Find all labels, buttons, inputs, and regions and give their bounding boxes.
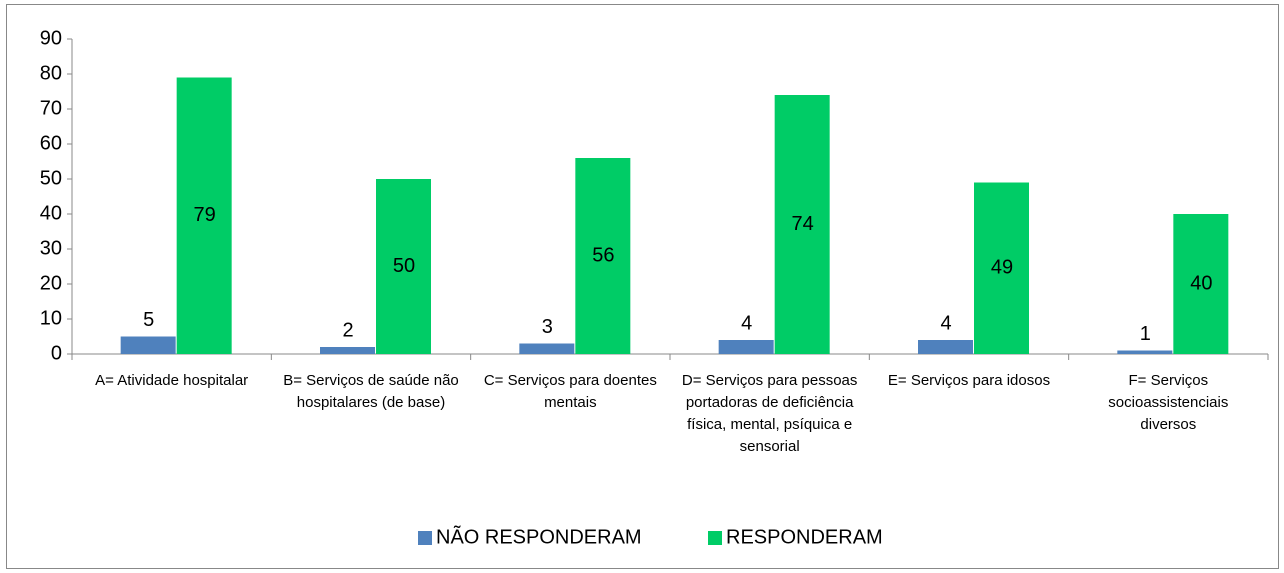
legend-swatch	[708, 531, 722, 545]
y-tick-label: 80	[40, 62, 62, 84]
y-tick-label: 60	[40, 132, 62, 154]
x-tick-label: F= Serviços socioassistenciais diversos	[1108, 372, 1229, 433]
data-label: 4	[741, 312, 752, 334]
y-tick-label: 50	[40, 167, 62, 189]
y-tick-label: 20	[40, 272, 62, 294]
data-label: 56	[592, 244, 614, 266]
bar	[120, 336, 176, 354]
y-tick-label: 90	[40, 27, 62, 49]
data-label: 50	[393, 255, 415, 277]
data-label: 79	[194, 204, 216, 226]
x-tick-label: B= Serviços de saúde não hospitalares (d…	[283, 372, 459, 411]
legend-label: RESPONDERAM	[726, 526, 883, 548]
bar	[718, 340, 774, 354]
bar	[974, 182, 1029, 354]
data-label: 49	[991, 257, 1013, 279]
bar	[774, 95, 830, 354]
bar	[1173, 214, 1229, 354]
data-label: 74	[792, 213, 814, 235]
data-label: 3	[542, 316, 553, 338]
bar	[176, 77, 232, 354]
bar	[519, 343, 575, 354]
data-label: 40	[1190, 272, 1212, 294]
y-tick-label: 0	[51, 342, 62, 364]
legend-swatch	[418, 531, 432, 545]
y-tick-label: 30	[40, 237, 62, 259]
x-tick-label: D= Serviços para pessoas portadoras de d…	[681, 372, 858, 455]
y-tick-label: 10	[40, 307, 62, 329]
legend-label: NÃO RESPONDERAM	[436, 524, 642, 548]
bar	[320, 347, 375, 354]
bar	[918, 340, 973, 354]
data-label: 4	[940, 312, 951, 334]
y-tick-label: 40	[40, 202, 62, 224]
data-label: 2	[342, 319, 353, 341]
data-label: 5	[143, 309, 154, 331]
data-label: 1	[1140, 323, 1151, 345]
x-tick-label: A= Atividade hospitalar	[95, 372, 249, 389]
y-tick-label: 70	[40, 97, 62, 119]
bar	[575, 158, 631, 354]
bar	[1117, 350, 1173, 354]
x-tick-label: C= Serviços para doentes mentais	[483, 372, 657, 411]
x-tick-label: E= Serviços para idosos	[887, 372, 1051, 389]
bar	[376, 179, 431, 354]
